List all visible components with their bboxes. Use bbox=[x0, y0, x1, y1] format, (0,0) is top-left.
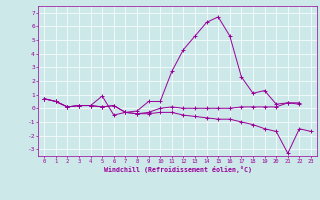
X-axis label: Windchill (Refroidissement éolien,°C): Windchill (Refroidissement éolien,°C) bbox=[104, 166, 252, 173]
